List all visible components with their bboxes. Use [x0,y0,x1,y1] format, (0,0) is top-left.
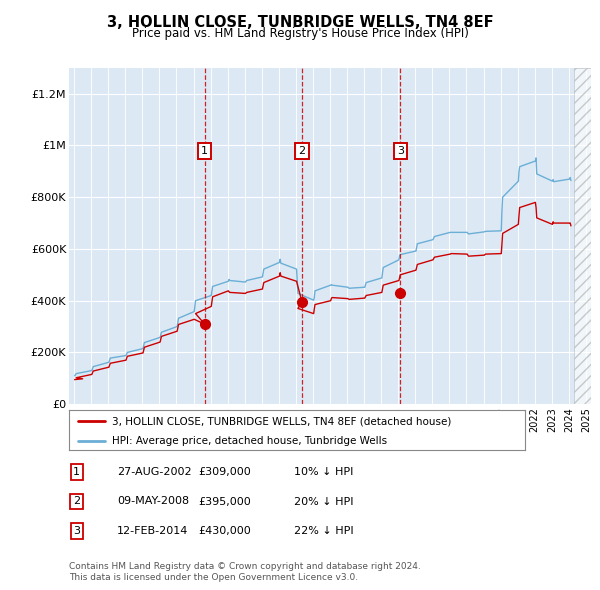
Text: 2: 2 [73,497,80,506]
Text: 3: 3 [73,526,80,536]
Text: 27-AUG-2002: 27-AUG-2002 [117,467,191,477]
Text: 12-FEB-2014: 12-FEB-2014 [117,526,188,536]
Text: Contains HM Land Registry data © Crown copyright and database right 2024.
This d: Contains HM Land Registry data © Crown c… [69,562,421,582]
Text: 09-MAY-2008: 09-MAY-2008 [117,497,189,506]
Text: Price paid vs. HM Land Registry's House Price Index (HPI): Price paid vs. HM Land Registry's House … [131,27,469,40]
Text: 2: 2 [298,146,305,156]
Text: 10% ↓ HPI: 10% ↓ HPI [294,467,353,477]
Text: 3: 3 [397,146,404,156]
Text: 20% ↓ HPI: 20% ↓ HPI [294,497,353,506]
Text: £430,000: £430,000 [198,526,251,536]
Text: 22% ↓ HPI: 22% ↓ HPI [294,526,353,536]
Text: 1: 1 [73,467,80,477]
Text: 1: 1 [201,146,208,156]
Text: £395,000: £395,000 [198,497,251,506]
Text: 3, HOLLIN CLOSE, TUNBRIDGE WELLS, TN4 8EF: 3, HOLLIN CLOSE, TUNBRIDGE WELLS, TN4 8E… [107,15,493,30]
Text: HPI: Average price, detached house, Tunbridge Wells: HPI: Average price, detached house, Tunb… [112,437,388,447]
Text: £309,000: £309,000 [198,467,251,477]
Text: 3, HOLLIN CLOSE, TUNBRIDGE WELLS, TN4 8EF (detached house): 3, HOLLIN CLOSE, TUNBRIDGE WELLS, TN4 8E… [112,417,452,427]
